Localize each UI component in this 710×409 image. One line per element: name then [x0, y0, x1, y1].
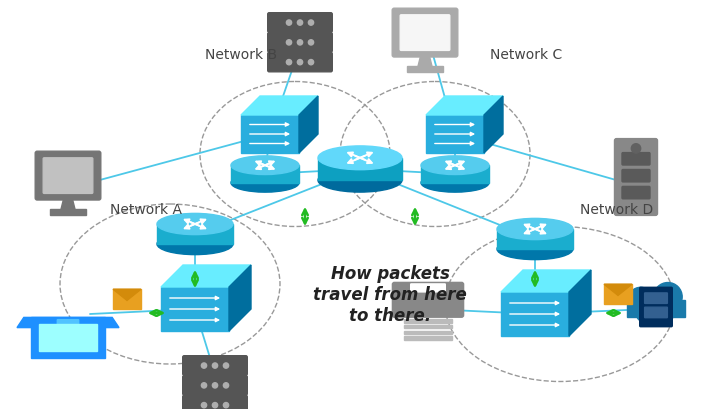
Circle shape — [631, 144, 640, 154]
Text: Network C: Network C — [490, 48, 562, 62]
Ellipse shape — [231, 157, 299, 175]
Polygon shape — [426, 116, 484, 154]
FancyBboxPatch shape — [393, 283, 464, 317]
Ellipse shape — [318, 146, 402, 170]
Text: Network D: Network D — [580, 202, 653, 216]
Polygon shape — [318, 158, 402, 181]
FancyBboxPatch shape — [614, 139, 657, 216]
Polygon shape — [501, 292, 569, 336]
Circle shape — [202, 402, 207, 408]
Ellipse shape — [497, 219, 573, 240]
FancyBboxPatch shape — [645, 293, 667, 303]
Polygon shape — [404, 331, 452, 334]
FancyBboxPatch shape — [622, 187, 650, 199]
FancyBboxPatch shape — [410, 284, 445, 292]
FancyBboxPatch shape — [604, 285, 632, 304]
Circle shape — [224, 383, 229, 388]
Circle shape — [297, 40, 302, 46]
Polygon shape — [604, 285, 632, 296]
FancyBboxPatch shape — [182, 375, 247, 395]
Polygon shape — [404, 325, 452, 328]
FancyBboxPatch shape — [268, 53, 332, 73]
Circle shape — [224, 363, 229, 368]
Circle shape — [202, 363, 207, 368]
FancyBboxPatch shape — [645, 308, 667, 318]
FancyBboxPatch shape — [622, 170, 650, 182]
Polygon shape — [39, 324, 97, 352]
Polygon shape — [426, 97, 503, 116]
Circle shape — [286, 61, 292, 65]
Text: Network B: Network B — [205, 48, 277, 62]
Ellipse shape — [157, 214, 233, 235]
Polygon shape — [157, 225, 233, 245]
Polygon shape — [407, 67, 443, 73]
Circle shape — [202, 383, 207, 388]
Circle shape — [212, 402, 218, 408]
Polygon shape — [17, 318, 119, 328]
Circle shape — [648, 299, 671, 323]
Polygon shape — [421, 166, 489, 183]
Polygon shape — [418, 56, 432, 67]
Polygon shape — [404, 319, 452, 323]
FancyBboxPatch shape — [58, 320, 79, 326]
Ellipse shape — [318, 169, 402, 193]
Polygon shape — [161, 287, 229, 331]
Circle shape — [297, 61, 302, 65]
Text: Network A: Network A — [110, 202, 182, 216]
Polygon shape — [241, 116, 299, 154]
Polygon shape — [241, 97, 318, 116]
Ellipse shape — [497, 239, 573, 260]
Ellipse shape — [421, 174, 489, 193]
FancyBboxPatch shape — [627, 301, 685, 317]
Circle shape — [297, 21, 302, 26]
Polygon shape — [484, 97, 503, 154]
FancyBboxPatch shape — [43, 158, 93, 194]
FancyBboxPatch shape — [640, 288, 672, 327]
FancyBboxPatch shape — [392, 9, 458, 58]
Circle shape — [286, 40, 292, 46]
Polygon shape — [31, 318, 105, 358]
Circle shape — [286, 21, 292, 26]
Polygon shape — [229, 265, 251, 331]
FancyBboxPatch shape — [182, 396, 247, 409]
FancyBboxPatch shape — [400, 16, 450, 51]
FancyBboxPatch shape — [268, 13, 332, 33]
Text: How packets
travel from here
to there.: How packets travel from here to there. — [313, 265, 467, 324]
FancyBboxPatch shape — [36, 152, 101, 200]
Polygon shape — [161, 265, 251, 287]
Polygon shape — [61, 198, 75, 210]
FancyBboxPatch shape — [268, 34, 332, 53]
Circle shape — [212, 383, 218, 388]
FancyBboxPatch shape — [113, 290, 141, 309]
Ellipse shape — [421, 157, 489, 175]
Circle shape — [308, 61, 314, 65]
Polygon shape — [404, 336, 452, 340]
Polygon shape — [299, 97, 318, 154]
Circle shape — [224, 402, 229, 408]
Ellipse shape — [231, 174, 299, 193]
Ellipse shape — [157, 234, 233, 255]
Polygon shape — [501, 270, 591, 292]
Polygon shape — [50, 210, 86, 215]
Circle shape — [654, 283, 682, 311]
Polygon shape — [497, 229, 573, 249]
Circle shape — [308, 21, 314, 26]
FancyBboxPatch shape — [182, 356, 247, 375]
Circle shape — [628, 288, 654, 313]
FancyBboxPatch shape — [622, 153, 650, 166]
Polygon shape — [569, 270, 591, 336]
Polygon shape — [113, 290, 141, 301]
Polygon shape — [231, 166, 299, 183]
Circle shape — [634, 289, 671, 326]
Circle shape — [308, 40, 314, 46]
Circle shape — [212, 363, 218, 368]
